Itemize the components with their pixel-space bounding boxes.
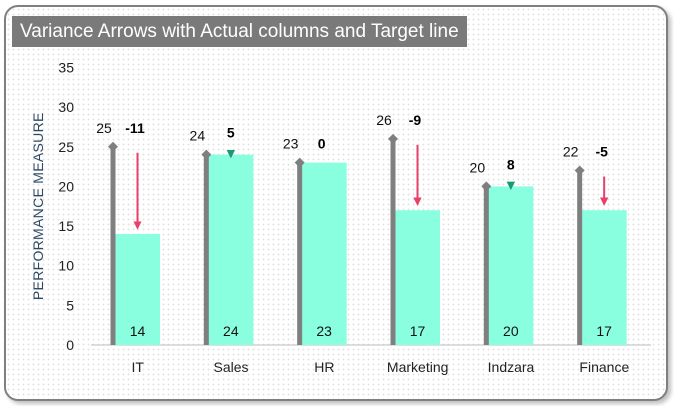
variance-label: 0: [318, 136, 326, 152]
x-tick-label: Finance: [579, 359, 629, 375]
x-tick-label: Indzara: [488, 359, 535, 375]
target-marker: [201, 149, 212, 160]
x-tick-label: Sales: [213, 359, 248, 375]
target-marker: [574, 165, 585, 176]
target-value-label: 23: [283, 136, 299, 152]
actual-bar: [488, 186, 534, 345]
target-marker: [481, 181, 492, 192]
chart-card: Variance Arrows with Actual columns and …: [4, 5, 668, 401]
actual-value-label: 23: [316, 323, 332, 339]
actual-value-label: 17: [410, 323, 426, 339]
target-value-label: 20: [470, 159, 486, 175]
actual-bar: [208, 154, 254, 345]
y-tick-label: 15: [58, 218, 74, 234]
actual-bar: [395, 210, 440, 345]
target-marker: [294, 157, 305, 168]
y-tick-label: 30: [58, 99, 74, 115]
variance-label: -9: [409, 112, 422, 128]
actual-bar: [581, 210, 627, 345]
actual-value-label: 24: [223, 323, 239, 339]
y-tick-label: 20: [58, 178, 74, 194]
y-tick-label: 25: [58, 139, 74, 155]
y-tick-label: 35: [58, 59, 74, 75]
actual-value-label: 17: [596, 323, 612, 339]
x-tick-label: Marketing: [387, 359, 448, 375]
actual-bar: [301, 162, 347, 345]
actual-value-label: 14: [130, 323, 146, 339]
variance-label: 5: [227, 125, 235, 141]
target-value-label: 24: [190, 128, 206, 144]
y-tick-label: 0: [66, 337, 74, 353]
target-value-label: 26: [376, 112, 392, 128]
x-tick-label: HR: [314, 359, 334, 375]
y-axis-label: PERFORMANCE MEASURE: [30, 112, 46, 300]
y-tick-label: 10: [58, 258, 74, 274]
chart-plot: 0 5 10 15 20 25 30 35 PERFORMANCE MEASURE 14 25 -11…: [30, 59, 651, 375]
variance-label: -5: [595, 144, 608, 160]
variance-label: -11: [125, 120, 145, 136]
actual-bar: [115, 233, 160, 345]
target-value-label: 22: [563, 144, 579, 160]
y-tick-label: 5: [66, 297, 74, 313]
target-value-label: 25: [96, 120, 112, 136]
variance-label: 8: [507, 156, 515, 172]
chart-title: Variance Arrows with Actual columns and …: [12, 16, 467, 47]
x-tick-label: IT: [131, 359, 144, 375]
target-marker: [108, 141, 118, 152]
target-marker: [388, 133, 398, 144]
actual-value-label: 20: [503, 323, 519, 339]
